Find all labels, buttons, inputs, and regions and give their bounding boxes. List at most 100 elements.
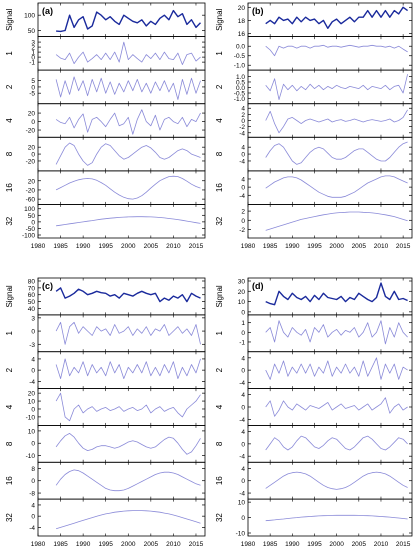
y-tick-label: 0: [241, 185, 245, 192]
y-tick-label: 4: [241, 392, 245, 399]
y-tick-label: 0: [31, 84, 35, 91]
y-tick-label: 4: [241, 466, 245, 473]
y-tick-label: 30: [238, 279, 246, 286]
x-tick-label: 2005: [144, 243, 159, 250]
y-tick-label: 10: [238, 500, 246, 507]
x-tick-label: 2000: [329, 243, 344, 250]
subplot-frame: [247, 498, 413, 537]
y-tick-label: 20: [238, 5, 246, 12]
x-tick-label: 1990: [285, 243, 300, 250]
y-tick-label: -4: [239, 417, 245, 424]
component-line: [55, 510, 201, 530]
subplot-label: 2: [215, 367, 224, 372]
y-tick-label: 20: [28, 145, 36, 152]
subplot-label: 16: [5, 476, 14, 485]
component-line: [55, 76, 201, 100]
y-tick-label: 2: [241, 209, 245, 216]
x-tick-label: 1990: [76, 541, 91, 548]
subplot-16: -4 0 4 16: [215, 461, 413, 500]
component-line: [55, 469, 201, 492]
component-line: [55, 109, 201, 135]
y-tick-label: 100: [24, 206, 35, 213]
subplot-label: Signal: [5, 285, 14, 307]
component-line: [265, 514, 408, 522]
subplot-signal: 0 10 20 30 Signal (d): [215, 277, 413, 316]
y-tick-label: -20: [26, 128, 36, 135]
y-tick-label: 0: [31, 368, 35, 375]
component-line: [56, 216, 201, 227]
subplot-frame: [247, 136, 413, 172]
x-tick-label: 1985: [263, 541, 278, 548]
y-tick-label: 4: [241, 429, 245, 436]
component-line: [55, 321, 201, 345]
y-tick-label: -1: [239, 339, 245, 346]
x-tick-label: 1985: [53, 243, 68, 250]
y-tick-label: 10: [28, 399, 36, 406]
subplot-32: -4 0 4 32: [5, 498, 206, 537]
y-tick-label: 10: [28, 428, 36, 435]
subplot-16: -60 -20 20 16: [5, 170, 206, 205]
subplot-label: 2: [215, 84, 224, 89]
y-tick-label: 0: [31, 478, 35, 485]
component-line: [55, 175, 201, 200]
x-tick-label: 2005: [144, 541, 159, 548]
y-tick-label: 50: [28, 213, 36, 220]
y-tick-label: -1: [29, 60, 35, 67]
y-tick-label: -4: [239, 130, 245, 137]
subplot-label: Signal: [215, 8, 224, 30]
subplot-label: 32: [215, 513, 224, 522]
x-tick-label: 1990: [76, 243, 91, 250]
subplot-label: 2: [5, 84, 14, 89]
y-tick-label: 0: [241, 515, 245, 522]
subplot-label: 1: [5, 331, 14, 336]
y-tick-label: 1.0: [236, 74, 245, 81]
y-tick-label: 20: [28, 391, 36, 398]
y-tick-label: 40: [28, 306, 36, 313]
component-line: [55, 432, 201, 455]
subplot-1: -1 0 1 1: [215, 314, 413, 353]
subplot-2: -4 0 4 2: [5, 351, 206, 389]
subplot-label: 4: [5, 118, 14, 123]
x-tick-label: 2015: [396, 243, 411, 250]
component-line: [55, 392, 201, 422]
y-tick-label: 0: [241, 368, 245, 375]
y-tick-label: 4: [241, 355, 245, 362]
x-tick-label: 2000: [121, 541, 136, 548]
subplot-label: 32: [215, 216, 224, 225]
subplot-32: -10 0 10 32: [215, 498, 413, 538]
y-tick-label: 80: [28, 279, 36, 286]
component-line: [265, 141, 408, 165]
x-tick-label: 2000: [121, 243, 136, 250]
y-tick-label: 3: [31, 40, 35, 47]
subplot-label: 16: [215, 183, 224, 192]
y-tick-label: 70: [28, 285, 36, 292]
subplot-8: -404 8: [215, 136, 413, 172]
component-line: [265, 471, 408, 490]
y-tick-label: 0: [241, 441, 245, 448]
subplot-frame: [247, 314, 413, 353]
subplot-2: -505 2: [5, 69, 206, 105]
y-tick-label: -0.5: [234, 53, 246, 60]
y-tick-label: -10: [26, 414, 36, 421]
x-tick-label: 1980: [31, 243, 46, 250]
y-tick-label: -4: [29, 525, 35, 532]
y-tick-label: 8: [31, 466, 35, 473]
y-tick-label: 3: [31, 315, 35, 322]
panel-letter: (b): [252, 6, 264, 16]
subplot-label: 1: [5, 51, 14, 56]
y-tick-label: 0.0: [236, 85, 245, 92]
y-tick-label: -60: [26, 197, 36, 204]
y-tick-label: 0.5: [236, 79, 245, 86]
subplot-frame: [37, 170, 206, 205]
component-line: [265, 211, 408, 231]
y-tick-label: -5: [29, 91, 35, 98]
y-tick-label: 100: [24, 13, 35, 20]
x-tick-label: 2015: [189, 243, 204, 250]
